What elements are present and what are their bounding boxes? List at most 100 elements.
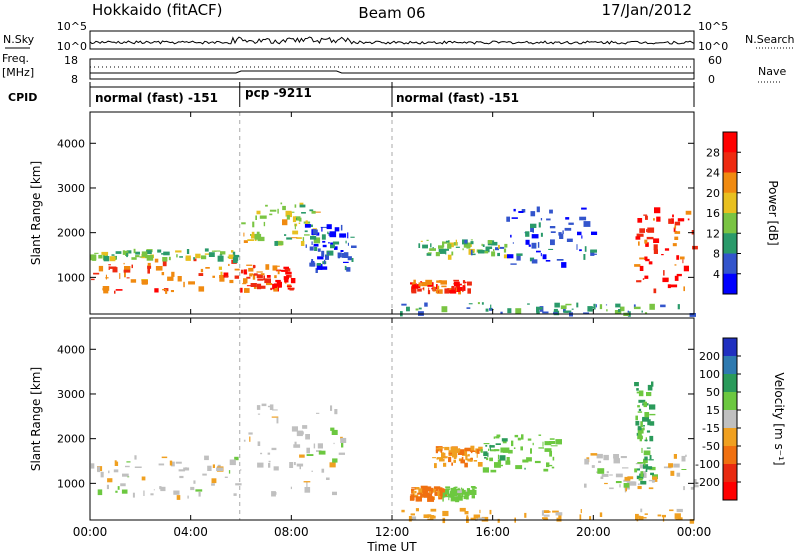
velocity-cell — [338, 452, 345, 455]
freq-label-1: Freq. — [2, 52, 29, 65]
velocity-cell — [555, 512, 563, 516]
power-cell — [438, 245, 444, 249]
velocity-cell — [306, 481, 308, 488]
power-cell — [546, 218, 551, 221]
velocity-cell — [637, 462, 644, 464]
velocity-cell — [436, 447, 442, 450]
power-cell — [645, 242, 649, 247]
power-cell — [672, 214, 674, 218]
power-cell — [466, 307, 471, 309]
freq-trace — [90, 70, 694, 74]
power-cell — [277, 270, 280, 275]
velocity-cell — [235, 483, 242, 486]
velocity-cell — [100, 471, 104, 478]
y-tick-label: 4000 — [57, 343, 85, 356]
velocity-yticks: 1000 2000 3000 4000 — [57, 343, 694, 490]
power-cell — [513, 208, 516, 212]
velocity-cell — [117, 486, 120, 490]
power-cell — [91, 278, 95, 281]
power-cell — [445, 248, 447, 255]
velocity-cell — [444, 456, 448, 459]
power-cell — [668, 218, 673, 224]
velocity-colorbar: 200 100 50 15 -15 -50 -100 -200 — [695, 337, 741, 501]
velocity-cell — [661, 514, 666, 518]
velocity-cell — [306, 454, 314, 456]
power-cell — [101, 251, 109, 255]
velocity-cell — [424, 489, 429, 496]
power-cell — [193, 258, 197, 262]
velocity-cell — [268, 460, 271, 463]
velocity-cell — [224, 476, 228, 478]
velocity-cell — [636, 388, 639, 391]
power-cell — [633, 304, 636, 309]
velocity-cell — [542, 441, 544, 447]
power-cell — [312, 261, 315, 264]
velocity-cell — [648, 479, 656, 482]
velocity-cell — [107, 478, 113, 483]
power-cell — [162, 257, 168, 262]
velocity-cell — [640, 480, 647, 485]
power-cell — [577, 231, 582, 236]
velocity-cell — [454, 488, 461, 491]
power-cell — [565, 217, 570, 220]
velocity-cell — [441, 452, 446, 456]
cpid-segment-1-id: -151 — [188, 91, 218, 105]
velocity-cell — [438, 447, 445, 449]
power-cell — [109, 256, 116, 262]
velocity-cell — [464, 447, 471, 452]
velocity-cell — [430, 491, 433, 494]
velocity-cell — [541, 510, 544, 516]
velocity-cell — [637, 405, 640, 408]
velocity-cell — [625, 486, 627, 492]
station-title: Hokkaido (fitACF) — [92, 1, 223, 19]
power-cell — [130, 279, 137, 283]
power-cell — [243, 232, 245, 237]
power-cell — [256, 271, 263, 273]
power-cell — [145, 255, 148, 259]
nsearch-label: N.Search — [745, 33, 795, 46]
velocity-cell — [466, 488, 470, 494]
power-cell — [290, 278, 296, 284]
power-cell — [506, 216, 510, 222]
power-cell — [644, 312, 648, 314]
velocity-cell — [257, 413, 261, 415]
colorbar-tick-label: 15 — [706, 404, 720, 417]
velocity-cell — [651, 480, 655, 483]
colorbar-swatch — [723, 446, 737, 465]
power-cell — [108, 266, 110, 270]
velocity-cell — [332, 491, 337, 496]
power-cell — [233, 254, 240, 258]
velocity-cell — [638, 432, 642, 437]
power-cell — [201, 255, 207, 260]
power-cell — [482, 244, 485, 247]
velocity-cell — [648, 487, 654, 490]
velocity-cell — [467, 459, 472, 462]
velocity-cell — [330, 427, 335, 431]
power-cell — [454, 287, 461, 292]
power-cell — [536, 206, 540, 213]
power-cell — [510, 263, 517, 265]
power-cell — [305, 220, 308, 227]
power-cell — [477, 302, 480, 305]
velocity-cell — [520, 446, 523, 451]
velocity-cell — [634, 468, 638, 473]
power-cell — [605, 304, 608, 306]
power-cell — [204, 248, 209, 252]
power-cell — [286, 285, 292, 287]
power-cell — [263, 275, 265, 281]
power-cell — [426, 239, 429, 241]
power-cell — [269, 209, 277, 212]
power-cell — [550, 239, 555, 246]
velocity-cell — [289, 462, 294, 468]
power-cell — [635, 236, 641, 240]
velocity-cell — [623, 479, 630, 482]
power-cell — [321, 234, 326, 240]
velocity-cell — [461, 491, 464, 498]
velocity-cell — [436, 457, 443, 460]
power-cell — [219, 254, 223, 256]
colorbar-tick-label: 100 — [699, 368, 720, 381]
velocity-cell — [424, 486, 428, 491]
power-cell — [193, 257, 195, 260]
power-cell — [228, 263, 230, 266]
velocity-cell — [649, 421, 655, 426]
